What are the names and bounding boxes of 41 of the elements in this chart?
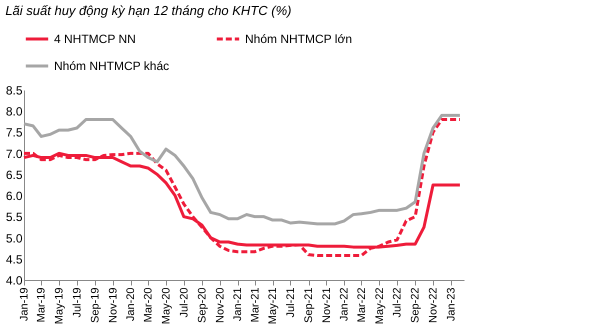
x-tick-label: Nov-20 (214, 288, 226, 323)
x-tick-label: Jul-20 (178, 288, 190, 318)
y-tick-label: 7.5 (6, 126, 23, 140)
x-tick-label: Nov-21 (320, 288, 333, 323)
y-tick-label: 5.0 (6, 231, 23, 246)
y-tick-label: 8.0 (6, 104, 23, 119)
legend-label: Nhóm NHTMCP khác (54, 59, 170, 73)
y-tick-label: 6.0 (6, 189, 23, 204)
x-tick-label: Mar-22 (356, 288, 368, 322)
x-tick-label: Sep-22 (410, 288, 422, 323)
x-tick-label: Jan-23 (445, 288, 458, 322)
x-tick-label: May-20 (160, 288, 172, 324)
chart-title: Lãi suất huy động kỳ hạn 12 tháng cho KHTC (%) (5, 3, 292, 18)
y-tick-label: 7.0 (6, 146, 23, 161)
x-tick-label: Mar-19 (36, 288, 48, 322)
x-tick-label: Nov-19 (107, 288, 120, 323)
x-tick-label: Jul-22 (392, 288, 404, 318)
x-tick-label: May-19 (54, 288, 66, 324)
legend-label: Nhóm NHTMCP lớn (245, 32, 352, 46)
y-tick-label: 4.0 (6, 274, 23, 288)
y-tick-label: 8.5 (6, 84, 23, 98)
x-tick-label: Jan-22 (338, 288, 351, 322)
x-tick-label: Sep-20 (196, 288, 208, 323)
x-tick-label: Jul-21 (284, 288, 297, 318)
x-tick-label: Jan-21 (232, 288, 244, 322)
y-tick-label: 6.5 (6, 168, 23, 182)
legend-label: 4 NHTMCP NN (54, 32, 136, 46)
x-tick-label: Jul-19 (71, 288, 84, 318)
line-series (22, 118, 462, 258)
x-tick-label: Nov-22 (428, 288, 440, 323)
x-tick-label: Sep-19 (89, 288, 102, 323)
x-tick-label: May-22 (374, 288, 386, 324)
x-tick-label: Mar-21 (249, 288, 262, 322)
x-tick-label: Jan-19 (18, 288, 30, 322)
x-tick-label: Sep-21 (303, 288, 316, 323)
line-series (22, 114, 462, 226)
x-tick-label: Mar-20 (142, 288, 155, 322)
x-tick-label: May-21 (267, 288, 280, 324)
x-tick-label: Jan-20 (125, 288, 138, 322)
y-tick-label: 5.5 (6, 210, 23, 224)
y-tick-label: 4.5 (6, 252, 23, 266)
